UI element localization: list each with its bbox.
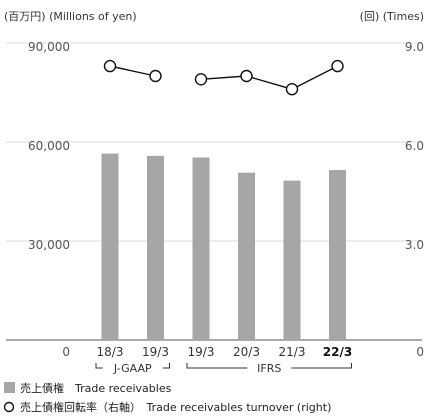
standard-bracket bbox=[186, 363, 352, 369]
bar-series bbox=[101, 153, 346, 340]
turnover-point bbox=[103, 59, 117, 73]
x-tick-label: 19/3 bbox=[188, 345, 215, 359]
turnover-point bbox=[331, 59, 344, 73]
left-axis-unit: (百万円) (Millions of yen) bbox=[4, 10, 137, 23]
legend-line-label: 売上債権回転率（右軸） Trade receivables turnover (… bbox=[20, 400, 331, 414]
y-axis-ticks: 0 0 30,000 3.0 60,000 6.0 90,000 9.0 bbox=[28, 40, 424, 359]
y-right-tick-label: 6.0 bbox=[405, 139, 424, 153]
legend: 売上債権 Trade receivables 売上債権回転率（右軸） Trade… bbox=[3, 381, 331, 414]
bar bbox=[147, 155, 164, 340]
x-tick-label: 22/3 bbox=[323, 345, 352, 359]
line-series bbox=[103, 59, 344, 96]
bar bbox=[329, 170, 346, 340]
bar bbox=[101, 153, 119, 340]
y-right-tick-label: 0 bbox=[416, 345, 424, 359]
turnover-line-segment bbox=[200, 65, 338, 90]
standard-label: IFRS bbox=[257, 362, 281, 375]
x-axis-ticks: 18/3 19/3 19/3 20/3 21/3 22/3 bbox=[97, 345, 353, 359]
legend-bar-swatch bbox=[4, 382, 15, 393]
x-tick-label: 18/3 bbox=[97, 345, 124, 359]
turnover-point bbox=[285, 82, 299, 96]
y-left-tick-label: 90,000 bbox=[28, 40, 70, 54]
turnover-point bbox=[240, 69, 253, 83]
y-left-tick-label: 30,000 bbox=[28, 238, 70, 252]
turnover-point bbox=[194, 73, 208, 86]
x-tick-label: 19/3 bbox=[142, 345, 169, 359]
turnover-line-segment bbox=[109, 65, 156, 77]
y-right-tick-label: 3.0 bbox=[405, 238, 424, 252]
right-axis-unit: (回) (Times) bbox=[360, 10, 424, 23]
y-left-tick-label: 0 bbox=[62, 345, 70, 359]
bar bbox=[238, 172, 255, 340]
turnover-point bbox=[149, 69, 162, 83]
grid-lines bbox=[6, 42, 422, 341]
standard-bracket bbox=[95, 363, 170, 369]
standard-label: J-GAAP bbox=[113, 362, 152, 375]
y-left-tick-label: 60,000 bbox=[28, 139, 70, 153]
x-tick-label: 20/3 bbox=[233, 345, 260, 359]
accounting-standard-brackets: J-GAAP IFRS bbox=[95, 362, 352, 375]
bar bbox=[192, 157, 210, 340]
bar bbox=[283, 180, 301, 340]
legend-marker-swatch bbox=[3, 401, 15, 413]
legend-bar-label: 売上債権 Trade receivables bbox=[20, 381, 172, 395]
x-tick-label: 21/3 bbox=[279, 345, 306, 359]
y-right-tick-label: 9.0 bbox=[405, 40, 424, 54]
